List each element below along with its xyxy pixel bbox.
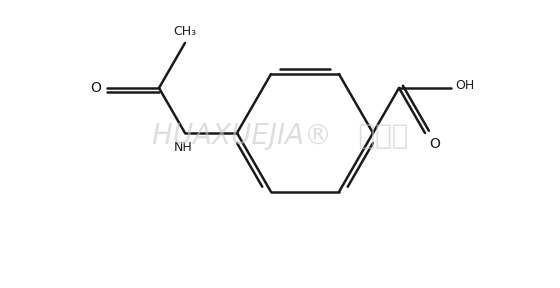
Text: O: O [429,137,440,151]
Text: O: O [90,81,101,95]
Text: CH₃: CH₃ [174,25,197,38]
Text: HUAXUEJIA®   化学加: HUAXUEJIA® 化学加 [152,122,408,150]
Text: OH: OH [455,79,474,92]
Text: NH: NH [174,141,193,154]
